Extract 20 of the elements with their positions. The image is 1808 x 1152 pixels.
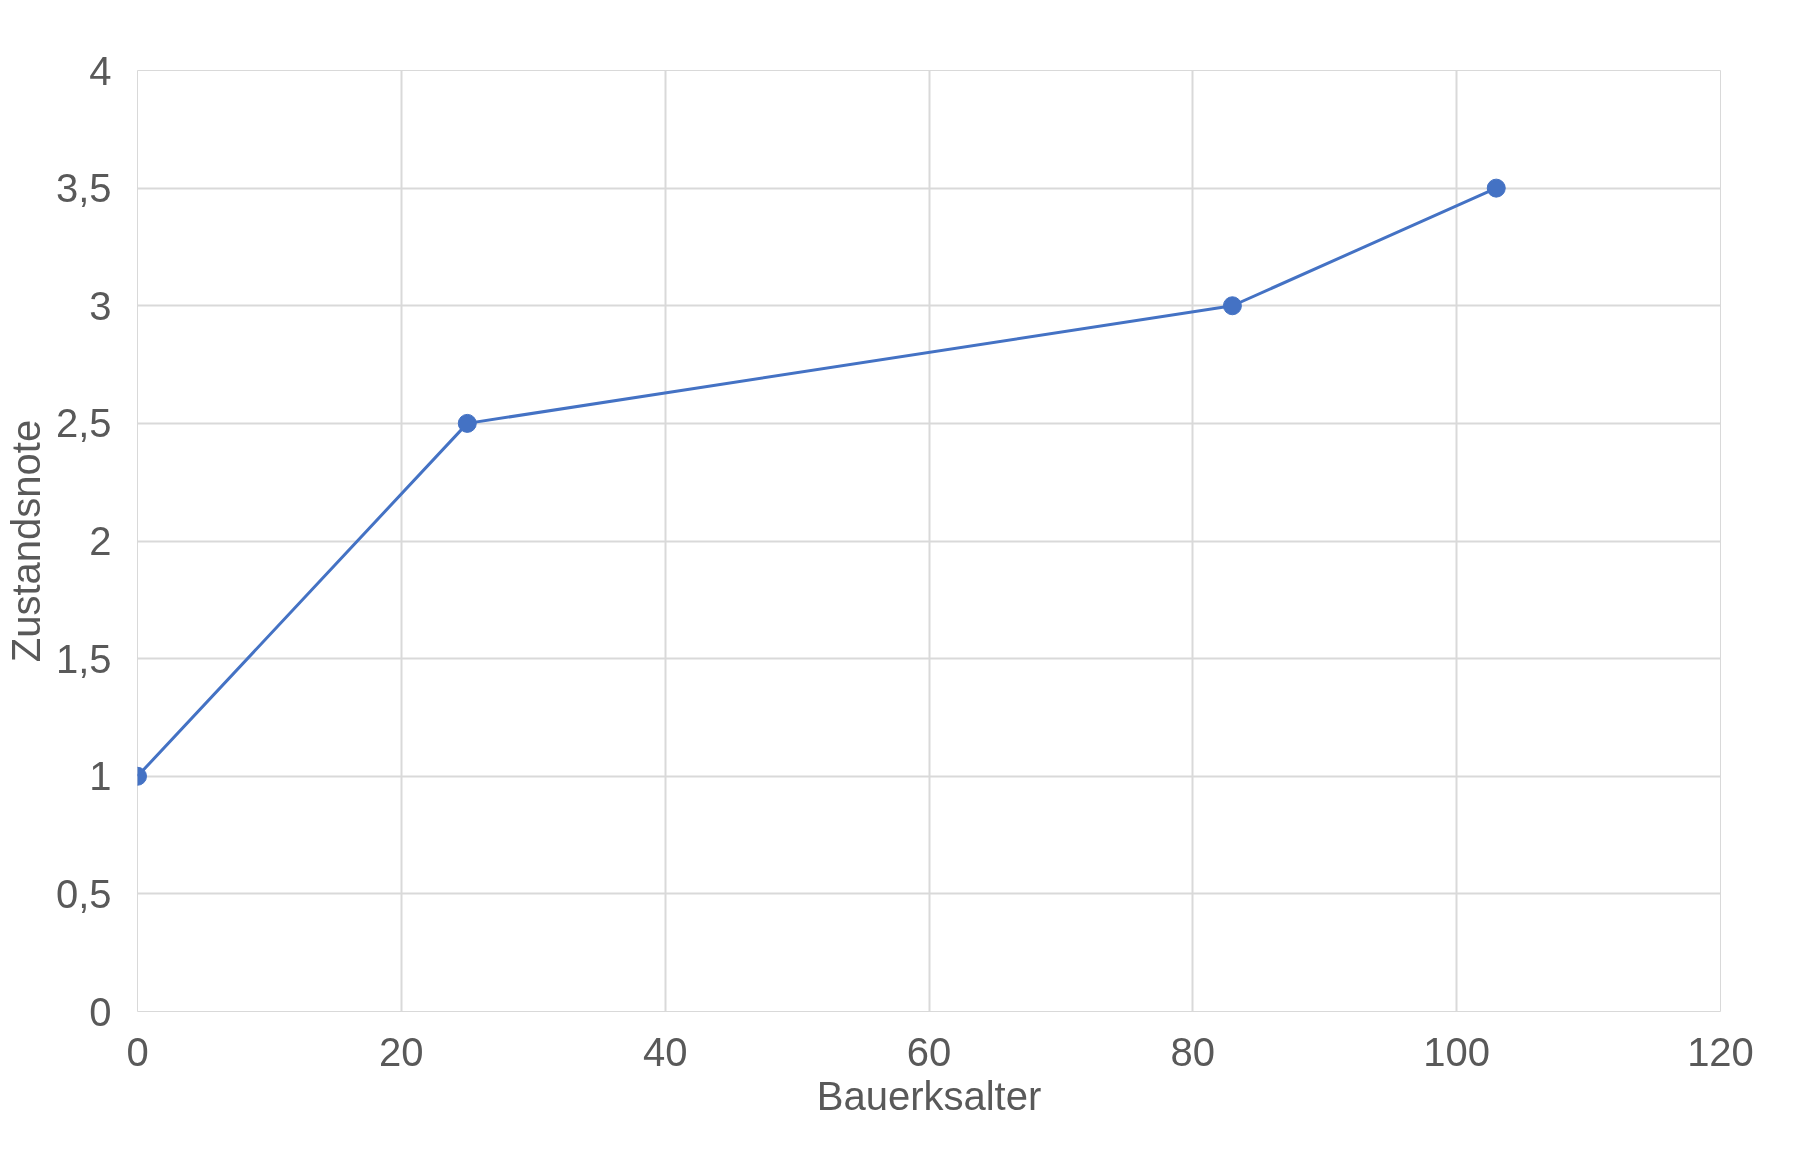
y-tick-label: 2 <box>89 519 112 563</box>
y-tick-label: 0 <box>89 989 112 1034</box>
y-tick-label: 3 <box>89 283 112 328</box>
x-tick-label: 0 <box>126 1029 149 1074</box>
point <box>1222 296 1242 316</box>
y-tick-label: 3,5 <box>55 166 112 211</box>
y-tick-label: 1,5 <box>55 636 112 681</box>
x-tick-label: 100 <box>1423 1029 1491 1074</box>
y-tick-label: 0,5 <box>55 871 112 916</box>
point <box>1486 178 1506 198</box>
y-tick-label: 2,5 <box>55 401 112 446</box>
x-tick-label: 60 <box>906 1029 952 1074</box>
x-tick-label: 40 <box>642 1029 688 1074</box>
y-axis-title: Zustandsnote <box>3 419 48 663</box>
x-tick-label: 80 <box>1170 1029 1216 1074</box>
x-tick-label: 120 <box>1687 1029 1754 1074</box>
y-tick-label: 1 <box>89 754 112 799</box>
x-axis-title: Bauerksalter <box>816 1073 1042 1118</box>
x-tick-label: 20 <box>379 1029 424 1074</box>
y-tick-label: 4 <box>89 48 112 93</box>
